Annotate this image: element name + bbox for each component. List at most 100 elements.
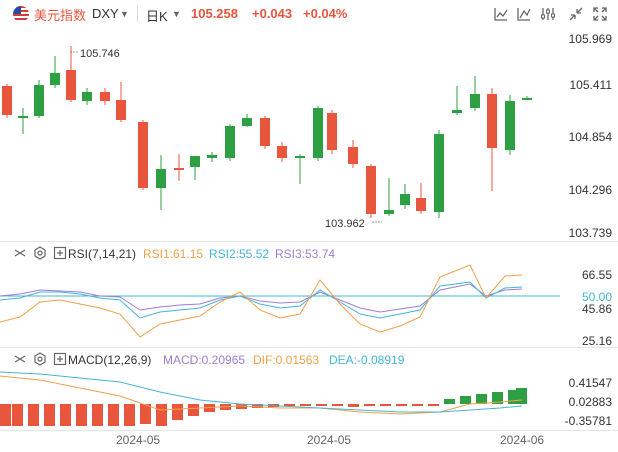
- x-axis-line: [0, 430, 618, 431]
- macd-histogram-bar: [412, 404, 423, 406]
- candle-body: [2, 86, 12, 115]
- macd-axis-tick: 0.41547: [568, 376, 612, 390]
- indicator-settings-icon[interactable]: [33, 246, 47, 260]
- rsi-axis-tick: 66.55: [581, 268, 612, 282]
- period-selector[interactable]: 日K: [146, 9, 168, 24]
- macd-histogram-bar: [492, 392, 503, 404]
- candle-body: [434, 134, 444, 212]
- candle-body: [416, 198, 426, 211]
- symbol-code[interactable]: DXY: [92, 6, 119, 21]
- add-indicator-icon[interactable]: [53, 246, 67, 260]
- rsi1-line: [0, 264, 523, 338]
- pane-divider: [0, 241, 618, 242]
- low-price-label: 103.962: [325, 218, 365, 230]
- macd-histogram-bar: [12, 404, 23, 426]
- price-axis-tick: 103.739: [568, 226, 612, 240]
- macd-histogram-bar: [444, 399, 455, 404]
- x-axis-tick: 2024-06: [500, 433, 545, 447]
- collapse-icon[interactable]: [13, 352, 27, 366]
- candle-body: [225, 126, 235, 158]
- candle-body: [327, 113, 337, 150]
- macd-histogram-bar: [476, 394, 487, 404]
- period-dropdown-icon[interactable]: ▼: [172, 9, 181, 19]
- candle-body: [487, 94, 497, 148]
- price-axis-tick: 105.969: [568, 32, 612, 46]
- macd-histogram-bar: [300, 404, 311, 406]
- candle-body: [190, 156, 200, 167]
- symbol-name[interactable]: 美元指数: [34, 8, 87, 23]
- candle-body: [260, 118, 270, 146]
- price-change-percent: +0.04%: [303, 6, 348, 21]
- candle-body: [100, 92, 110, 101]
- macd-histogram-bar: [428, 404, 439, 406]
- rsi-axis-tick: 45.86: [581, 302, 612, 316]
- candle-body: [313, 108, 323, 158]
- fullscreen-icon[interactable]: [592, 6, 608, 22]
- candle-body: [470, 94, 480, 108]
- compress-icon[interactable]: [568, 6, 584, 22]
- macd-histogram-bar: [172, 404, 183, 420]
- rsi2-value: RSI2:55.52: [209, 247, 270, 261]
- collapse-icon[interactable]: [13, 246, 27, 260]
- macd-histogram-bar: [92, 404, 103, 426]
- dif-line: [0, 375, 523, 415]
- us-flag-icon: [13, 6, 29, 22]
- macd-histogram-bar: [252, 404, 263, 408]
- x-axis-tick: 2024-05: [116, 433, 161, 447]
- candle-body: [116, 100, 126, 120]
- rsi1-value: RSI1:61.15: [143, 247, 204, 261]
- macd-histogram-bar: [380, 404, 391, 406]
- candle-body: [277, 146, 287, 158]
- macd-axis-tick: -0.35781: [564, 414, 612, 428]
- macd-value: MACD:0.20965: [163, 353, 246, 367]
- candle-body: [156, 169, 166, 188]
- macd-histogram-bar: [284, 404, 295, 406]
- candle-body: [366, 166, 376, 214]
- candle-body: [34, 85, 44, 116]
- macd-histogram-bar: [348, 404, 359, 407]
- chart-style-icon[interactable]: [516, 6, 532, 22]
- macd-histogram-bar: [44, 404, 55, 426]
- macd-histogram-bar: [28, 404, 39, 426]
- indicator-icon[interactable]: [493, 6, 509, 22]
- macd-histogram-bar: [316, 404, 327, 406]
- symbol-dropdown-icon[interactable]: ▼: [120, 9, 129, 19]
- candle-body: [452, 110, 462, 113]
- indicator-settings-icon[interactable]: [33, 352, 47, 366]
- candlestick-chart[interactable]: 105.746 103.962: [0, 28, 618, 240]
- macd-histogram-bar: [108, 404, 119, 426]
- add-indicator-icon[interactable]: [53, 352, 67, 366]
- candle-body: [82, 92, 92, 101]
- rsi2-line: [0, 281, 523, 319]
- settings-icon[interactable]: [540, 6, 556, 22]
- rsi-chart[interactable]: [0, 262, 618, 346]
- macd-histogram-bar: [508, 390, 519, 404]
- chart-toolbar: 美元指数 DXY ▼ 日K ▼ 105.258 +0.043 +0.04%: [0, 0, 618, 28]
- price-axis-tick: 105.411: [569, 78, 613, 92]
- macd-histogram-bar: [60, 404, 71, 426]
- macd-histogram-bar: [124, 404, 135, 426]
- candle-body: [400, 194, 410, 205]
- rsi-axis-tick: 50.00: [581, 290, 612, 304]
- candle-body: [242, 118, 252, 126]
- dea-line: [0, 371, 523, 413]
- rsi3-value: RSI3:53.74: [275, 247, 336, 261]
- price-axis-tick: 104.296: [568, 183, 612, 197]
- rsi-title: RSI(7,14,21): [68, 247, 137, 261]
- macd-histogram-bar: [156, 404, 167, 426]
- price-axis-tick: 104.854: [568, 130, 612, 144]
- candle-body: [174, 168, 184, 170]
- candle-body: [18, 116, 28, 118]
- candle-body: [522, 98, 532, 100]
- macd-histogram-bar: [0, 404, 11, 426]
- dea-value: DEA:-0.08919: [329, 353, 405, 367]
- candle-body: [505, 101, 515, 150]
- macd-histogram-bar: [76, 404, 87, 426]
- rsi3-line: [0, 283, 523, 313]
- macd-histogram-bar: [188, 404, 199, 416]
- macd-histogram-bar: [332, 404, 343, 406]
- macd-chart[interactable]: [0, 368, 618, 430]
- macd-histogram-bar: [140, 404, 151, 424]
- candle-body: [50, 73, 60, 85]
- candle-body: [384, 210, 394, 214]
